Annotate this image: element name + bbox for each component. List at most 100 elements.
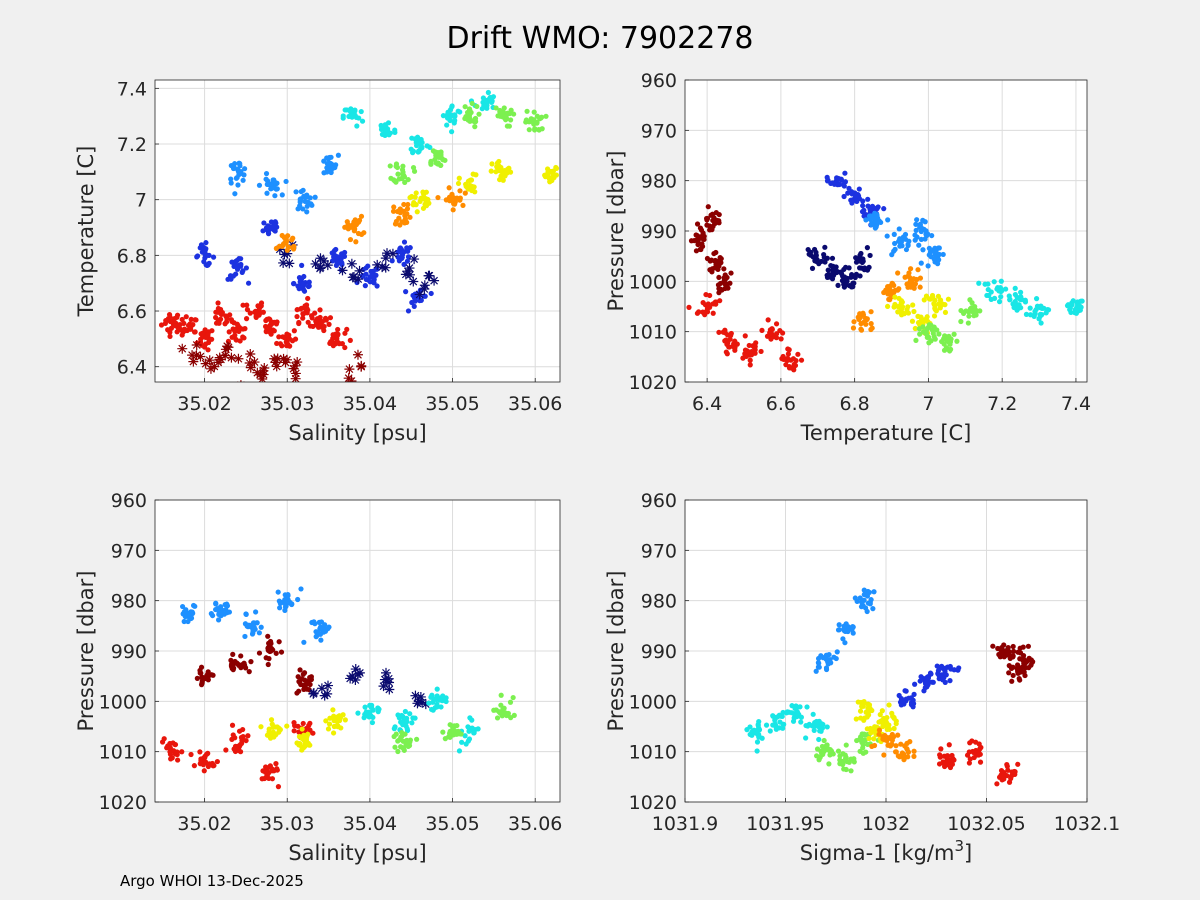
data-point: [746, 349, 752, 355]
data-point: [1033, 296, 1040, 302]
data-point: [310, 258, 321, 269]
data-point: [705, 204, 711, 210]
data-point: [965, 320, 971, 326]
data-point: [452, 112, 458, 118]
data-point: [366, 709, 372, 715]
data-point: [1032, 311, 1038, 317]
data-point: [407, 214, 413, 220]
data-point: [966, 760, 972, 766]
data-point: [350, 108, 357, 114]
data-point: [282, 248, 293, 259]
data-point: [746, 342, 752, 349]
data-point: [395, 748, 401, 755]
points-pt: [686, 170, 1085, 373]
data-point: [226, 352, 237, 363]
data-point: [215, 617, 222, 623]
data-point: [861, 717, 867, 723]
data-point: [379, 131, 386, 138]
data-point: [335, 326, 341, 333]
data-point: [700, 300, 706, 306]
series-cluster-green: [814, 731, 881, 774]
data-point: [342, 330, 348, 336]
data-point: [901, 311, 907, 317]
data-point: [192, 603, 198, 609]
data-point: [798, 719, 804, 725]
data-point: [409, 254, 420, 265]
data-point: [418, 145, 424, 152]
data-point: [545, 174, 551, 180]
data-point: [387, 163, 393, 169]
data-point: [291, 328, 297, 334]
data-point: [859, 599, 865, 606]
tick-label-y: 7: [135, 190, 147, 212]
data-point: [899, 299, 905, 305]
data-point: [822, 259, 828, 265]
data-point: [289, 237, 295, 243]
data-point: [191, 329, 198, 335]
data-point: [754, 748, 760, 754]
data-point: [232, 328, 238, 334]
data-point: [507, 699, 514, 705]
data-point: [479, 106, 485, 112]
data-point: [382, 248, 393, 259]
data-point: [428, 158, 434, 164]
data-point: [918, 314, 924, 320]
data-point: [181, 320, 187, 326]
data-point: [462, 190, 468, 196]
data-point: [359, 118, 366, 124]
data-point: [240, 302, 246, 308]
data-point: [824, 724, 830, 730]
data-point: [203, 240, 209, 246]
data-point: [946, 757, 953, 763]
data-point: [275, 784, 282, 790]
tick-label-y: 1020: [629, 792, 677, 814]
series-cluster-lightblue: [863, 210, 946, 269]
data-point: [966, 313, 972, 319]
data-point: [703, 215, 710, 222]
tick-label-y: 960: [641, 70, 677, 92]
data-point: [846, 265, 852, 271]
data-point: [994, 781, 1000, 787]
data-point: [977, 759, 984, 765]
data-point: [971, 754, 977, 761]
data-point: [885, 742, 891, 748]
data-point: [174, 749, 180, 755]
data-point: [279, 249, 290, 260]
data-point: [731, 341, 737, 347]
data-point: [891, 231, 897, 237]
data-point: [947, 663, 953, 670]
data-point: [264, 190, 270, 196]
data-point: [277, 605, 283, 611]
data-point: [295, 596, 301, 603]
data-point: [976, 741, 982, 747]
data-point: [884, 233, 890, 239]
data-point: [1038, 320, 1044, 326]
data-point: [229, 318, 235, 325]
data-point: [299, 262, 305, 268]
data-point: [374, 283, 380, 289]
data-point: [198, 336, 204, 342]
data-point: [732, 347, 738, 353]
data-point: [836, 181, 842, 188]
data-point: [371, 280, 377, 286]
data-point: [958, 318, 964, 325]
data-point: [843, 742, 849, 748]
data-point: [891, 725, 897, 732]
data-point: [693, 248, 700, 254]
data-point: [264, 316, 270, 322]
y-axis-label: Pressure [dbar]: [604, 151, 628, 312]
data-point: [269, 766, 275, 772]
data-point: [945, 296, 952, 302]
data-point: [840, 182, 847, 188]
tick-label-y: 1020: [99, 792, 147, 814]
data-point: [290, 281, 297, 287]
data-point: [864, 245, 870, 251]
tick-label-x: 7: [922, 393, 934, 415]
data-point: [301, 670, 308, 676]
data-point: [393, 731, 399, 737]
data-point: [696, 309, 702, 315]
data-point: [389, 258, 395, 264]
data-point: [718, 286, 724, 293]
data-point: [424, 270, 435, 281]
data-point: [241, 335, 247, 341]
